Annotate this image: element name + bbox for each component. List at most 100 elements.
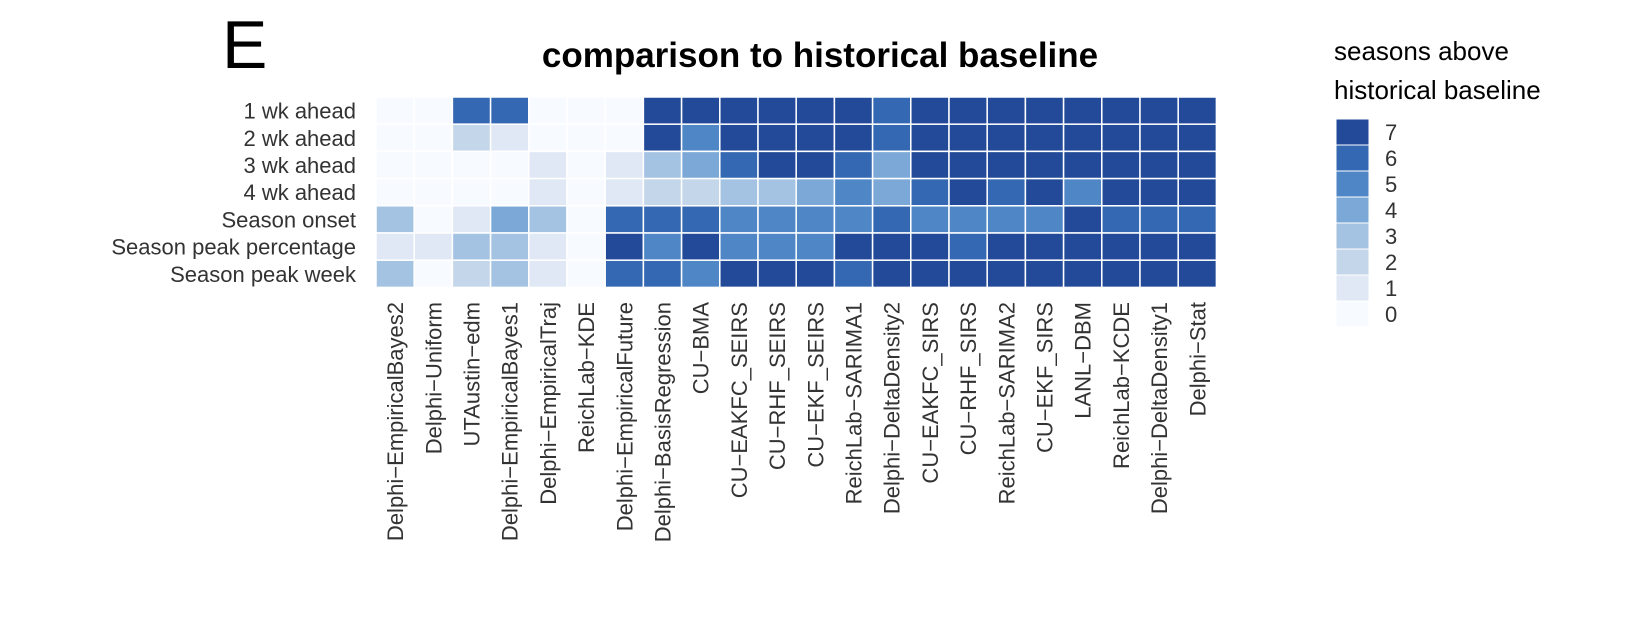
heatmap-cell xyxy=(413,232,454,261)
heatmap-cell xyxy=(910,177,950,207)
heatmap-cells xyxy=(375,96,1218,289)
heatmap-cell xyxy=(1177,96,1218,125)
heatmap-cell xyxy=(489,150,530,180)
heatmap-cell xyxy=(1024,232,1065,261)
heatmap-cell xyxy=(413,123,454,153)
column-label: CU−EAKFC_SIRS xyxy=(918,302,943,484)
heatmap-cell xyxy=(528,205,568,234)
column-label: Delphi−DeltaDensity2 xyxy=(880,302,905,514)
heatmap-cell xyxy=(1177,150,1218,180)
heatmap-cell xyxy=(871,123,912,153)
heatmap-cell xyxy=(948,205,988,234)
legend-label: 2 xyxy=(1385,250,1397,275)
heatmap-cell xyxy=(910,259,950,289)
legend-swatch xyxy=(1335,222,1370,250)
heatmap-cell xyxy=(642,123,683,153)
column-label: UTAustin−edm xyxy=(460,302,485,446)
heatmap-cell xyxy=(1177,205,1218,234)
heatmap-cell xyxy=(910,205,950,234)
heatmap-cell xyxy=(910,123,950,153)
heatmap-cell xyxy=(566,123,606,153)
column-label: Delphi−Stat xyxy=(1185,302,1210,416)
heatmap-cell xyxy=(1139,205,1179,234)
heatmap-cell xyxy=(910,150,950,180)
heatmap-cell xyxy=(871,96,912,125)
heatmap-cell xyxy=(795,205,836,234)
heatmap-cell xyxy=(719,123,759,153)
row-label: 3 wk ahead xyxy=(243,153,356,178)
column-label: LANL−DBM xyxy=(1071,302,1096,419)
heatmap-cell xyxy=(757,177,797,207)
heatmap-cell xyxy=(795,150,836,180)
heatmap-cell xyxy=(795,259,836,289)
heatmap-cell xyxy=(871,150,912,180)
heatmap-cell xyxy=(604,96,645,125)
heatmap-cell xyxy=(528,96,568,125)
row-label: Season onset xyxy=(221,207,356,232)
heatmap-cell xyxy=(719,259,759,289)
legend-swatch xyxy=(1335,170,1370,198)
heatmap-cell xyxy=(451,232,492,261)
legend-title-line-2: historical baseline xyxy=(1334,75,1541,105)
heatmap-cell xyxy=(1062,96,1103,125)
heatmap-cell xyxy=(451,177,492,207)
heatmap-cell xyxy=(642,259,683,289)
heatmap-cell xyxy=(757,123,797,153)
heatmap-cell xyxy=(375,177,415,207)
heatmap-cell xyxy=(642,96,683,125)
heatmap-cell xyxy=(528,150,568,180)
heatmap-cell xyxy=(413,96,454,125)
column-label: CU−RHF_SIRS xyxy=(956,302,981,455)
legend-label: 5 xyxy=(1385,172,1397,197)
heatmap-cell xyxy=(757,150,797,180)
heatmap-cell xyxy=(871,205,912,234)
column-label: Delphi−EmpiricalBayes2 xyxy=(383,302,408,541)
heatmap-cell xyxy=(986,150,1027,180)
panel-label: E xyxy=(222,7,267,83)
heatmap-cell xyxy=(1062,259,1103,289)
heatmap-cell xyxy=(604,259,645,289)
heatmap-cell xyxy=(566,232,606,261)
heatmap-cell xyxy=(986,205,1027,234)
heatmap-cell xyxy=(833,232,874,261)
column-label: Delphi−BasisRegression xyxy=(651,302,676,542)
heatmap-cell xyxy=(948,259,988,289)
heatmap-cell xyxy=(1101,96,1141,125)
heatmap-cell xyxy=(604,232,645,261)
legend-label: 7 xyxy=(1385,120,1397,145)
heatmap-cell xyxy=(1139,177,1179,207)
heatmap-cell xyxy=(604,177,645,207)
legend-swatch xyxy=(1335,300,1370,328)
heatmap-cell xyxy=(1101,259,1141,289)
heatmap-cell xyxy=(871,177,912,207)
heatmap-cell xyxy=(1139,96,1179,125)
heatmap-cell xyxy=(413,205,454,234)
heatmap-cell xyxy=(833,150,874,180)
heatmap-cell xyxy=(1177,177,1218,207)
heatmap-cell xyxy=(604,150,645,180)
heatmap-cell xyxy=(528,177,568,207)
heatmap-cell xyxy=(871,232,912,261)
row-label: 2 wk ahead xyxy=(243,126,356,151)
heatmap-cell xyxy=(604,205,645,234)
heatmap-cell xyxy=(642,177,683,207)
column-label: Delphi−DeltaDensity1 xyxy=(1147,302,1172,514)
heatmap-cell xyxy=(680,96,721,125)
column-label: CU−EAKFC_SEIRS xyxy=(727,302,752,498)
heatmap-cell xyxy=(1062,205,1103,234)
heatmap-cell xyxy=(719,177,759,207)
row-label: Season peak week xyxy=(170,262,357,287)
heatmap-cell xyxy=(1139,123,1179,153)
heatmap-cell xyxy=(375,259,415,289)
legend-swatch xyxy=(1335,118,1370,146)
heatmap-cell xyxy=(1024,123,1065,153)
heatmap-cell xyxy=(680,177,721,207)
heatmap-cell xyxy=(795,96,836,125)
legend-label: 6 xyxy=(1385,146,1397,171)
heatmap-cell xyxy=(757,232,797,261)
legend-swatch xyxy=(1335,248,1370,276)
heatmap-cell xyxy=(451,205,492,234)
heatmap-cell xyxy=(680,232,721,261)
